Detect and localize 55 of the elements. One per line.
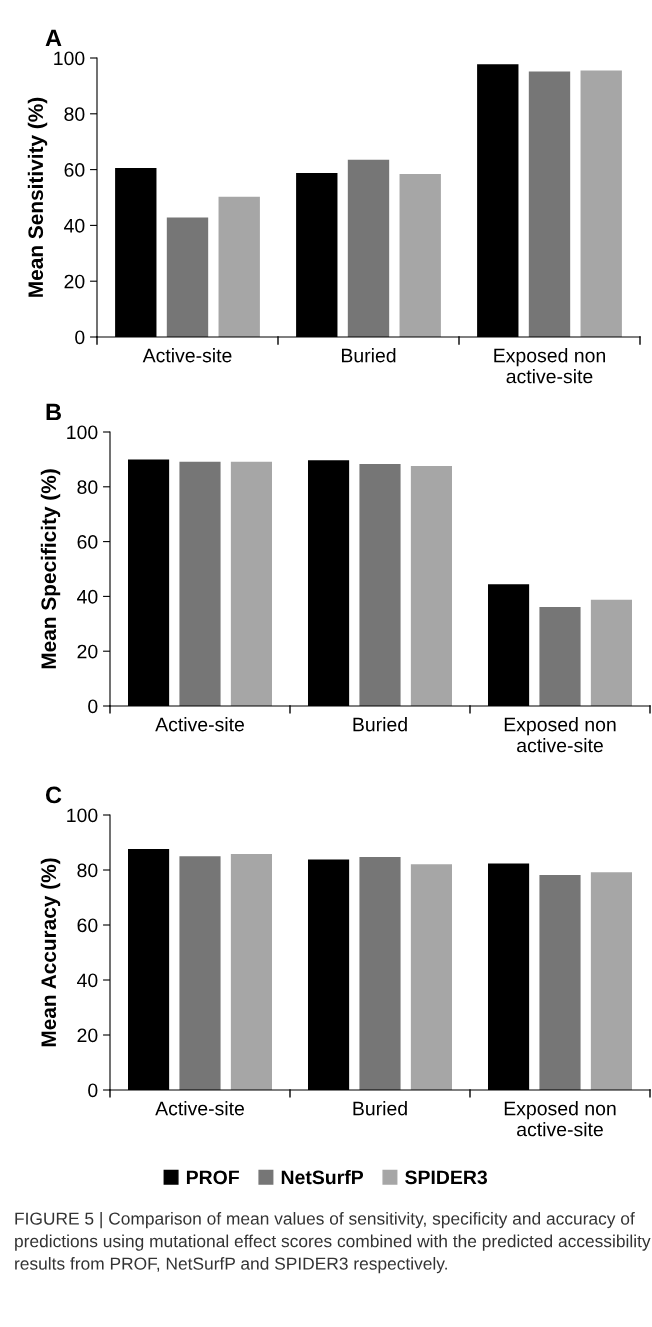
bar [410, 864, 452, 1090]
y-tick-label: 80 [64, 107, 85, 122]
y-tick-label: 0 [75, 330, 85, 345]
bar [539, 607, 581, 706]
y-tick-label: 0 [88, 699, 98, 714]
y-axis-title: Mean Accuracy (%) [40, 858, 61, 1047]
x-tick-label: Active-site [155, 1101, 244, 1116]
bar [179, 856, 221, 1090]
legend-label: NetSurfP [281, 1169, 364, 1185]
x-tick-label: Buried [353, 717, 407, 732]
bar [590, 872, 632, 1090]
caption: FIGURE 5 | Comparison of mean values of sensitivity, specificity and accuracy of predictions using mutational effect scores combined with the predicted accessibility results from PROF, NetSurfP and SPIDER3 respectively. [15, 1212, 651, 1274]
y-axis-title: Mean Sensitivity (%) [27, 97, 48, 297]
y-tick-label: 20 [77, 1028, 98, 1043]
x-tick-label: Exposed non active-site [494, 348, 605, 384]
x-tick-label: Active-site [142, 348, 232, 363]
bar [359, 857, 401, 1090]
bar [580, 70, 622, 337]
y-axis-title: Mean Specificity (%) [40, 469, 61, 669]
chart-title: B [46, 403, 61, 421]
bar [359, 464, 401, 706]
y-tick-label: 60 [77, 535, 98, 549]
legend-label: PROF [186, 1170, 239, 1185]
chart-title: A [45, 29, 62, 47]
bar [528, 71, 571, 337]
y-tick-label: 40 [77, 973, 98, 988]
legend-label: SPIDER3 [405, 1170, 488, 1185]
y-tick-label: 100 [67, 808, 98, 823]
x-tick-label: Exposed non active-site [504, 717, 616, 753]
bar [166, 217, 209, 337]
y-tick-label: 0 [88, 1083, 98, 1098]
y-tick-label: 20 [77, 644, 98, 659]
bar [539, 874, 581, 1090]
y-tick-label: 20 [64, 274, 85, 289]
x-tick-label: Active-site [155, 717, 244, 732]
bar [590, 599, 632, 706]
bar [218, 196, 260, 337]
x-tick-label: Buried [341, 348, 396, 363]
y-tick-label: 60 [64, 163, 85, 177]
y-tick-label: 40 [77, 589, 98, 604]
chart-title: C [45, 786, 62, 804]
x-tick-label: Buried [353, 1101, 407, 1116]
bar [230, 461, 272, 706]
bar [230, 854, 272, 1090]
x-tick-label: Exposed non active-site [504, 1101, 616, 1137]
bar [410, 465, 452, 706]
y-tick-label: 60 [77, 918, 98, 933]
y-tick-label: 40 [64, 218, 85, 233]
y-tick-label: 100 [54, 51, 85, 66]
y-tick-label: 80 [77, 480, 98, 495]
bar [347, 159, 390, 337]
bar [179, 461, 221, 706]
y-tick-label: 100 [67, 425, 98, 440]
y-tick-label: 80 [77, 863, 98, 878]
bar [399, 174, 441, 337]
